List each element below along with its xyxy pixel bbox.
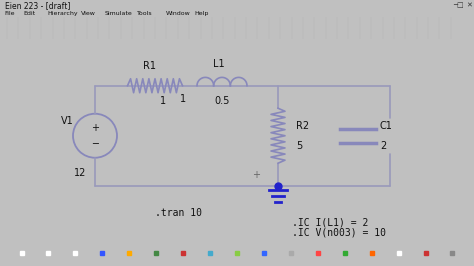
Text: ✕: ✕ [466, 2, 472, 8]
Text: +: + [252, 170, 260, 180]
Text: R2: R2 [296, 121, 309, 131]
Text: □: □ [456, 2, 463, 8]
Text: View: View [81, 11, 95, 16]
Text: .tran 10: .tran 10 [155, 208, 202, 218]
Text: 12: 12 [74, 168, 86, 178]
Text: 2: 2 [380, 141, 386, 151]
Text: C1: C1 [380, 121, 393, 131]
Text: Tools: Tools [137, 11, 153, 16]
Text: Help: Help [194, 11, 209, 16]
Text: Window: Window [166, 11, 191, 16]
Text: 5: 5 [296, 141, 302, 151]
Text: 1: 1 [160, 96, 166, 106]
Text: ─: ─ [92, 139, 98, 149]
Text: .IC I(L1) = 2: .IC I(L1) = 2 [292, 218, 368, 228]
Text: L1: L1 [213, 59, 225, 69]
Text: ─: ─ [453, 2, 457, 8]
Text: V1: V1 [61, 116, 73, 126]
Text: .IC V(n003) = 10: .IC V(n003) = 10 [292, 228, 386, 238]
Text: File: File [5, 11, 15, 16]
Text: Simulate: Simulate [104, 11, 132, 16]
Text: Eien 223 - [draft]: Eien 223 - [draft] [5, 1, 70, 10]
Text: +: + [91, 123, 99, 133]
Text: Hierarchy: Hierarchy [47, 11, 78, 16]
Text: 0.5: 0.5 [214, 96, 230, 106]
Text: 1: 1 [180, 94, 186, 104]
Text: R1: R1 [144, 61, 156, 71]
Text: Edit: Edit [24, 11, 36, 16]
